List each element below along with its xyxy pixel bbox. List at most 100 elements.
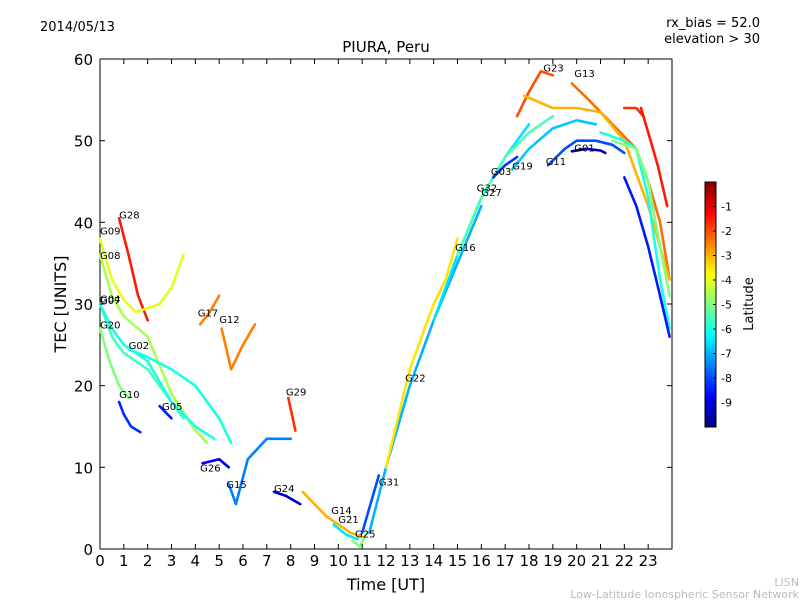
series-g02: [127, 347, 233, 445]
x-tick-label: 0: [95, 552, 105, 570]
x-tick-label: 18: [519, 552, 538, 570]
colorbar-tick-label: -5: [721, 299, 732, 312]
series-g17: [198, 294, 221, 326]
x-tick-label: 4: [191, 552, 201, 570]
prn-label-g16: G16: [455, 243, 475, 254]
series-g10: [117, 400, 142, 434]
prn-label-g12: G12: [219, 315, 239, 326]
watermark-lisn: LISN: [774, 576, 799, 589]
x-tick-label: 3: [167, 552, 177, 570]
series-g26: [201, 457, 230, 469]
elevation-label: elevation > 30: [664, 32, 760, 47]
series-g16: [384, 237, 459, 469]
colorbar-ticks: -1 -2 -3 -4 -5 -6 -7 -8 -9: [713, 201, 732, 410]
prn-label-g07: G07: [100, 296, 120, 307]
prn-label-g23: G23: [543, 63, 563, 74]
colorbar: -1 -2 -3 -4 -5 -6 -7 -8 -9 Latitude: [704, 181, 757, 428]
series-g25: [351, 531, 369, 548]
series-g09: [98, 237, 185, 314]
prn-label-g20: G20: [100, 321, 120, 332]
x-tick-label: 14: [424, 552, 443, 570]
prn-label-g08: G08: [100, 251, 120, 262]
watermark-network: Low-Latitude Ionospheric Sensor Network: [570, 588, 799, 600]
series-g21: [301, 490, 364, 539]
x-tick-label: 1: [119, 552, 129, 570]
prn-label-g14: G14: [331, 506, 351, 517]
series-g05: [158, 404, 173, 420]
series-g31: [360, 474, 381, 535]
series-g22: [367, 204, 483, 535]
prn-label-g25: G25: [355, 530, 375, 541]
series-g03: [491, 155, 519, 179]
prn-label-g09: G09: [100, 227, 120, 238]
series-g29: [286, 396, 297, 432]
series-g20: [98, 327, 130, 400]
x-tick-label: 2: [143, 552, 153, 570]
x-tick-label: 5: [214, 552, 224, 570]
colorbar-tick-label: -7: [721, 348, 732, 361]
x-tick-label: 11: [353, 552, 372, 570]
x-tick-label: 12: [376, 552, 395, 570]
x-tick-label: 17: [496, 552, 515, 570]
series-g06: [639, 106, 669, 208]
prn-label-g10: G10: [119, 390, 139, 401]
series-g35: [622, 176, 671, 339]
y-tick-label: 20: [74, 378, 93, 396]
series-g34: [611, 139, 671, 298]
chart-title: PIURA, Peru: [342, 38, 429, 56]
colorbar-tick-label: -1: [721, 201, 732, 214]
x-tick-label: 22: [615, 552, 634, 570]
colorbar-tick-label: -4: [721, 274, 732, 287]
y-tick-label: 60: [74, 51, 93, 69]
colorbar-tick-label: -9: [721, 397, 732, 410]
x-tick-label: 20: [567, 552, 586, 570]
series-g27: [456, 114, 555, 257]
series-g07: [98, 302, 216, 441]
colorbar-tick-label: -2: [721, 225, 732, 238]
x-tick-label: 23: [639, 552, 658, 570]
x-tick-label: 15: [448, 552, 467, 570]
series-g19: [510, 119, 598, 171]
x-tick-label: 16: [472, 552, 491, 570]
x-axis-label: Time [UT]: [346, 575, 425, 594]
x-tick-label: 21: [591, 552, 610, 570]
colorbar-tick-label: -6: [721, 323, 732, 336]
series-g12: [220, 323, 257, 371]
prn-label-g32: G32: [477, 183, 497, 194]
x-tick-label: 13: [400, 552, 419, 570]
series-layer: [98, 70, 671, 548]
y-tick-label: 40: [74, 214, 93, 232]
prn-label-g24: G24: [274, 484, 294, 495]
plot-frame: [99, 58, 673, 550]
series-g15: [227, 437, 293, 506]
y-tick-label: 50: [74, 133, 93, 151]
colorbar-label: Latitude: [742, 277, 757, 331]
prn-label-g17: G17: [198, 308, 218, 319]
prn-label-g01: G01: [574, 143, 594, 154]
prn-label-g19: G19: [512, 161, 532, 172]
date-label: 2014/05/13: [40, 20, 115, 35]
x-tick-label: 10: [329, 552, 348, 570]
colorbar-tick-label: -8: [721, 372, 732, 385]
x-tick-label: 7: [262, 552, 272, 570]
x-tick-label: 6: [238, 552, 248, 570]
x-tick-label: 19: [543, 552, 562, 570]
prn-label-g29: G29: [286, 388, 306, 399]
y-tick-label: 10: [74, 459, 93, 477]
series-g08: [98, 253, 209, 445]
series-g23: [515, 70, 555, 118]
y-tick-label: 30: [74, 296, 93, 314]
series-g11: [546, 139, 626, 167]
x-tick-label: 9: [310, 552, 320, 570]
prn-label-g21: G21: [338, 515, 358, 526]
prn-label-g15: G15: [226, 480, 246, 491]
y-tick-label: 0: [83, 541, 93, 559]
prn-label-g05: G05: [162, 402, 182, 413]
x-tick-label: 8: [286, 552, 296, 570]
prn-label-g04: G04: [100, 294, 120, 305]
series-g24: [272, 490, 302, 506]
y-axis-label: TEC [UNITS]: [51, 256, 70, 354]
